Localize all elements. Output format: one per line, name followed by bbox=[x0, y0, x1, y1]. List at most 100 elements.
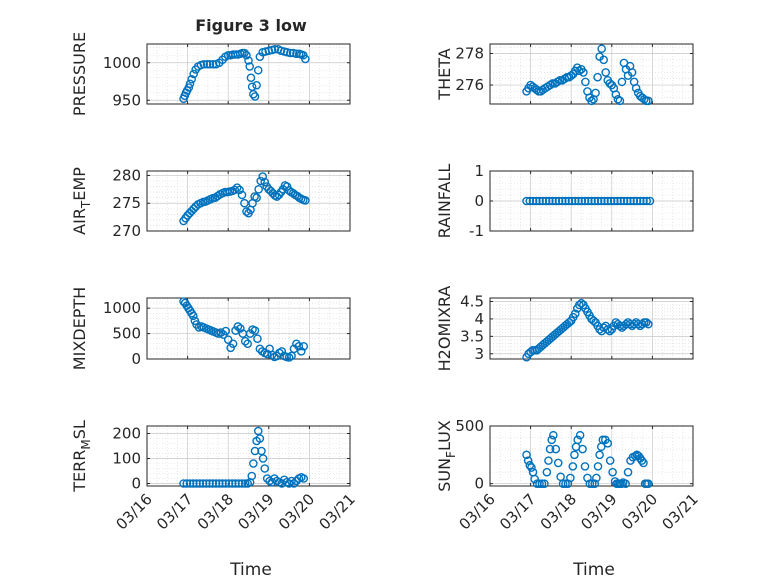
y-axis-label-main: H2OMIXRA bbox=[435, 286, 454, 372]
y-tick-label: -1 bbox=[469, 222, 484, 240]
data-point bbox=[231, 479, 240, 488]
data-point bbox=[260, 464, 270, 473]
data-point bbox=[617, 479, 626, 488]
x-tick-label: 03/18 bbox=[194, 490, 237, 533]
data-point bbox=[523, 456, 533, 465]
data-point bbox=[526, 347, 535, 357]
data-point bbox=[208, 59, 218, 69]
data-point bbox=[629, 319, 639, 329]
axes-box bbox=[146, 43, 351, 105]
data-point bbox=[593, 462, 603, 471]
data-point bbox=[551, 444, 561, 454]
data-point bbox=[235, 185, 244, 195]
data-point bbox=[613, 196, 622, 206]
data-point bbox=[564, 196, 574, 206]
data-point bbox=[253, 334, 262, 343]
y-tick-label: 200 bbox=[112, 425, 141, 443]
data-point bbox=[632, 196, 642, 206]
x-tick-label: 03/21 bbox=[659, 490, 702, 533]
data-point bbox=[221, 479, 231, 488]
data-point bbox=[243, 339, 252, 349]
data-point bbox=[227, 479, 237, 488]
subplot-pressure: 950 1000 PRESSURE bbox=[70, 32, 351, 116]
data-point bbox=[199, 59, 209, 69]
data-point bbox=[245, 62, 255, 71]
data-point bbox=[644, 319, 653, 329]
data-point bbox=[242, 207, 251, 216]
y-axis-label: SUNFLUX bbox=[435, 420, 458, 492]
x-tick-label: 03/18 bbox=[537, 490, 580, 533]
data-point bbox=[255, 434, 265, 443]
data-point bbox=[579, 68, 588, 77]
x-tick-label: 03/19 bbox=[234, 490, 277, 533]
data-point bbox=[253, 65, 263, 75]
data-point bbox=[583, 196, 593, 206]
data-point bbox=[553, 458, 563, 468]
data-point bbox=[240, 198, 249, 208]
y-tick-label: 4 bbox=[474, 310, 484, 328]
data-point bbox=[188, 479, 198, 488]
data-point bbox=[247, 471, 257, 481]
data-point bbox=[551, 196, 561, 206]
data-point bbox=[625, 319, 635, 329]
y-tick-label: 0 bbox=[474, 475, 484, 493]
data-point bbox=[637, 456, 647, 465]
data-point bbox=[527, 463, 536, 472]
data-point bbox=[615, 96, 625, 106]
data-point bbox=[631, 451, 640, 461]
data-point bbox=[645, 196, 655, 206]
data-point bbox=[224, 479, 234, 488]
y-axis-label: MIXDEPTH bbox=[70, 287, 89, 370]
data-point bbox=[626, 196, 635, 206]
figure-title: Figure 3 low bbox=[195, 16, 307, 35]
data-point bbox=[621, 479, 630, 488]
data-point bbox=[532, 85, 541, 95]
data-point bbox=[611, 90, 621, 99]
y-axis-label-main: PRESSURE bbox=[70, 32, 89, 116]
minor-grid bbox=[490, 297, 693, 359]
data-point bbox=[221, 326, 231, 336]
data-point bbox=[201, 479, 211, 488]
data-point bbox=[233, 322, 243, 331]
data-point bbox=[585, 479, 595, 488]
axes-box bbox=[146, 297, 351, 360]
y-axis-label: H2OMIXRA bbox=[435, 286, 454, 372]
data-point bbox=[294, 341, 304, 351]
data-point bbox=[205, 59, 215, 69]
data-point bbox=[296, 347, 306, 356]
y-axis-label-subscript: T bbox=[79, 200, 93, 209]
data-point bbox=[542, 467, 552, 477]
data-point bbox=[613, 94, 623, 104]
x-tick-label: 03/20 bbox=[275, 490, 318, 533]
data-point bbox=[549, 430, 558, 440]
series-markers bbox=[522, 196, 655, 206]
data-point bbox=[635, 196, 645, 206]
data-point bbox=[603, 196, 613, 206]
data-point bbox=[639, 458, 648, 468]
data-point bbox=[615, 321, 625, 331]
data-point bbox=[525, 460, 535, 470]
y-axis-label-main: MIXDEPTH bbox=[70, 287, 89, 370]
data-point bbox=[301, 196, 310, 205]
data-point bbox=[538, 196, 548, 206]
data-point bbox=[603, 439, 613, 448]
data-point bbox=[528, 196, 538, 206]
data-point bbox=[590, 196, 600, 206]
data-point bbox=[600, 196, 609, 206]
y-tick-label: 275 bbox=[112, 194, 141, 212]
data-point bbox=[627, 68, 637, 77]
axes-box bbox=[489, 297, 694, 360]
data-point bbox=[564, 318, 574, 327]
data-point bbox=[639, 196, 648, 206]
y-axis-label-tail: EMP bbox=[70, 167, 89, 201]
data-point bbox=[254, 185, 263, 194]
data-point bbox=[535, 196, 544, 206]
data-point bbox=[606, 196, 616, 206]
y-axis-label: THETA bbox=[435, 48, 454, 100]
data-point bbox=[184, 83, 194, 92]
data-point bbox=[623, 467, 633, 477]
x-tick-label: 03/17 bbox=[153, 490, 196, 533]
data-point bbox=[187, 74, 196, 84]
data-point bbox=[577, 196, 587, 206]
data-point bbox=[609, 196, 619, 206]
